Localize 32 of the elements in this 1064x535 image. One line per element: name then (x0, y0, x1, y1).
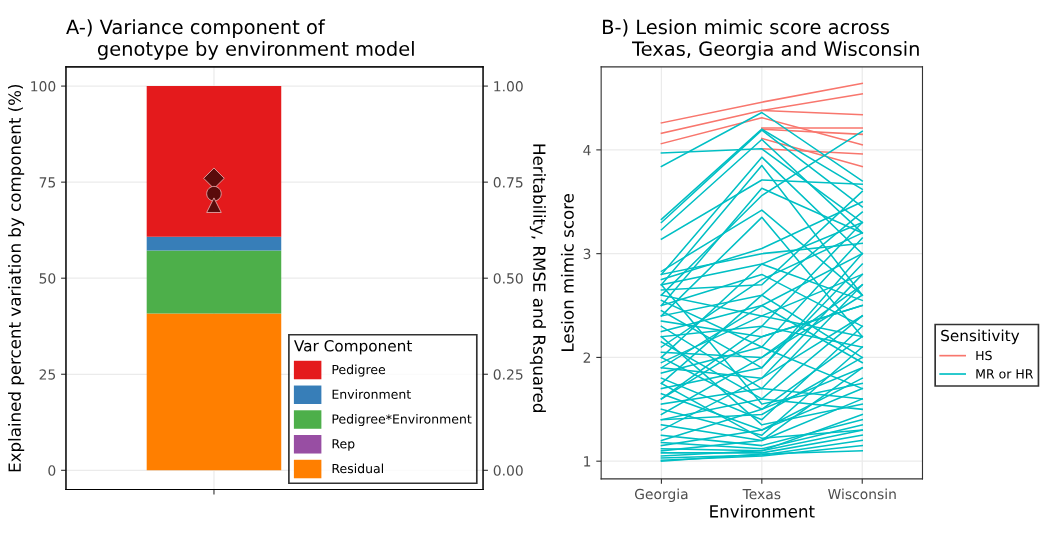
chart-title: B-) Lesion mimic score across Texas, Georgia and Wisconsin (603, 19, 919, 60)
y-tick-label: 75 (39, 177, 56, 188)
legend-label: Rep (332, 439, 355, 451)
x-tick-label: Texas (742, 488, 781, 500)
y2-axis-title: Heritability, RMSE and Rsquared (529, 144, 546, 412)
y-tick-label: 4 (583, 145, 591, 156)
legend-label: Pedigree (332, 364, 386, 377)
legend-title: Var Component (294, 340, 412, 355)
y-tick-label: 3 (583, 248, 591, 260)
chart-title: A-) Variance component of genotype by environment model (66, 19, 414, 60)
y2-tick-label: 0.75 (493, 177, 523, 188)
y2-tick-label: 0.50 (493, 273, 523, 284)
legend-label: Residual (332, 463, 383, 474)
x-tick-label: Georgia (634, 488, 688, 502)
y-axis-title: Explained percent variation by component (%) (8, 84, 25, 472)
y-tick-label: 100 (31, 81, 56, 92)
legend-label: HS (976, 350, 992, 361)
legend-label: Pedigree*Environment (332, 414, 472, 427)
x-axis-title: Environment (710, 504, 815, 518)
y2-tick-label: 1.00 (494, 81, 523, 92)
y-tick-label: 0 (48, 465, 56, 476)
y2-tick-label: 0.00 (493, 465, 523, 476)
legend-label: Environment (332, 389, 411, 399)
legend-title: Sensitivity (941, 329, 1020, 345)
y-axis-title: Lesion mimic score (560, 193, 574, 352)
y-tick-label: 2 (583, 352, 591, 363)
y2-tick-label: 0.25 (493, 369, 523, 380)
x-tick-label: Wisconsin (828, 488, 896, 500)
y-tick-label: 1 (584, 456, 591, 467)
y-tick-label: 50 (39, 273, 56, 284)
legend-label: MR or HR (976, 369, 1034, 379)
y-tick-label: 25 (39, 369, 56, 380)
